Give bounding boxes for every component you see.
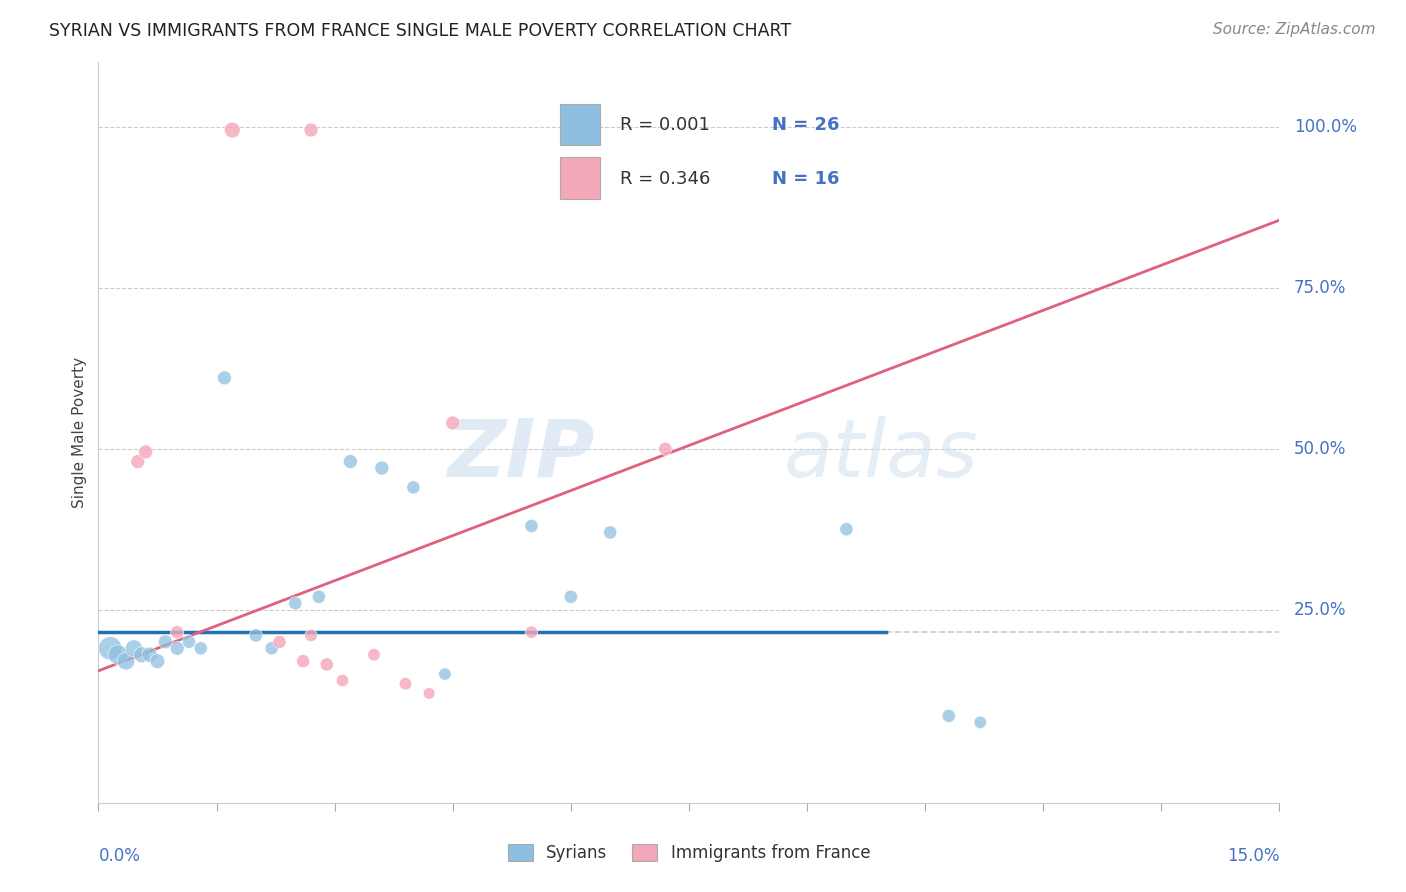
Point <box>299 628 322 642</box>
Point <box>969 715 991 730</box>
Point <box>245 628 267 642</box>
Point <box>260 641 283 656</box>
Point <box>122 641 145 656</box>
Point <box>131 648 153 662</box>
Text: Source: ZipAtlas.com: Source: ZipAtlas.com <box>1212 22 1375 37</box>
Point <box>363 648 385 662</box>
Point <box>284 596 307 610</box>
Text: 75.0%: 75.0% <box>1294 279 1346 297</box>
Point <box>339 454 361 468</box>
Point <box>127 454 149 468</box>
Text: 25.0%: 25.0% <box>1294 600 1346 619</box>
Point <box>441 416 464 430</box>
Point <box>599 525 621 540</box>
Point <box>135 445 157 459</box>
Point <box>98 641 121 656</box>
Point <box>166 625 188 640</box>
Point <box>520 519 543 533</box>
Point <box>835 522 858 536</box>
Point <box>138 648 160 662</box>
Point <box>269 635 291 649</box>
Text: 15.0%: 15.0% <box>1227 847 1279 865</box>
Text: ZIP: ZIP <box>447 416 595 494</box>
Point <box>520 625 543 640</box>
Text: atlas: atlas <box>783 416 979 494</box>
Point <box>654 442 676 456</box>
Point <box>299 123 322 137</box>
Point <box>332 673 354 688</box>
Point <box>155 635 177 649</box>
Point <box>166 641 188 656</box>
Point <box>402 480 425 494</box>
Point <box>394 676 416 690</box>
Y-axis label: Single Male Poverty: Single Male Poverty <box>72 357 87 508</box>
Point <box>214 371 236 385</box>
Text: 0.0%: 0.0% <box>98 847 141 865</box>
Point <box>292 654 315 668</box>
Legend: Syrians, Immigrants from France: Syrians, Immigrants from France <box>501 837 877 869</box>
Point <box>371 461 394 475</box>
Point <box>221 123 243 137</box>
Text: 50.0%: 50.0% <box>1294 440 1346 458</box>
Point <box>433 667 456 681</box>
Point <box>107 648 129 662</box>
Point <box>308 590 330 604</box>
Text: SYRIAN VS IMMIGRANTS FROM FRANCE SINGLE MALE POVERTY CORRELATION CHART: SYRIAN VS IMMIGRANTS FROM FRANCE SINGLE … <box>49 22 792 40</box>
Point <box>115 654 138 668</box>
Point <box>146 654 169 668</box>
Point <box>190 641 212 656</box>
Point <box>938 709 960 723</box>
Point <box>177 635 200 649</box>
Point <box>418 686 440 700</box>
Text: 100.0%: 100.0% <box>1294 118 1357 136</box>
Point <box>560 590 582 604</box>
Point <box>315 657 337 672</box>
